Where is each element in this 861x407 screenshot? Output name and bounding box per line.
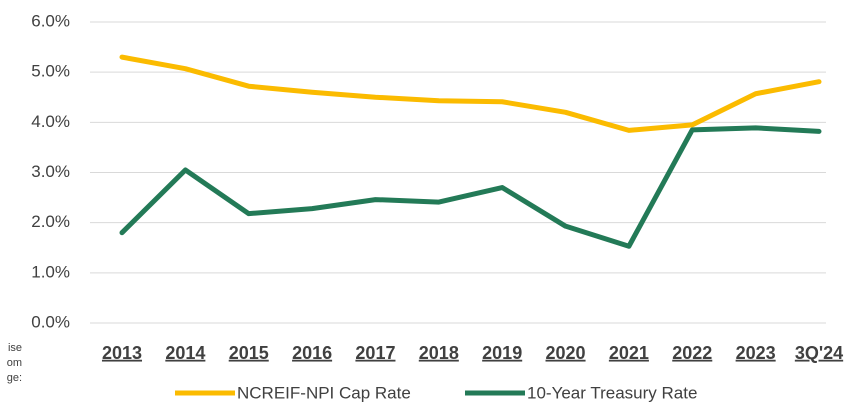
x-tick-label: 2021: [609, 343, 649, 363]
y-tick-label: 5.0%: [31, 62, 70, 81]
series-line: [119, 54, 822, 133]
annotation: ise: [8, 342, 22, 354]
legend-label: NCREIF-NPI Cap Rate: [237, 383, 411, 402]
x-tick-label: 2014: [165, 343, 205, 363]
annotation: ge:: [7, 372, 22, 384]
y-tick-label: 2.0%: [31, 212, 70, 231]
x-tick-label: 2015: [229, 343, 269, 363]
x-tick-label: 2017: [355, 343, 395, 363]
x-tick-label: 2020: [546, 343, 586, 363]
x-tick-label: 2023: [736, 343, 776, 363]
legend-label: 10-Year Treasury Rate: [527, 383, 697, 402]
x-tick-label: 2016: [292, 343, 332, 363]
y-tick-label: 6.0%: [31, 11, 70, 30]
x-tick-label: 3Q'24: [795, 343, 843, 363]
annotation: om: [7, 357, 22, 369]
y-tick-label: 4.0%: [31, 112, 70, 131]
y-tick-label: 3.0%: [31, 162, 70, 181]
x-tick-label: 2019: [482, 343, 522, 363]
x-tick-label: 2018: [419, 343, 459, 363]
series-line: [119, 125, 822, 249]
y-tick-label: 0.0%: [31, 312, 70, 331]
y-tick-label: 1.0%: [31, 262, 70, 281]
x-tick-label: 2022: [672, 343, 712, 363]
x-tick-label: 2013: [102, 343, 142, 363]
